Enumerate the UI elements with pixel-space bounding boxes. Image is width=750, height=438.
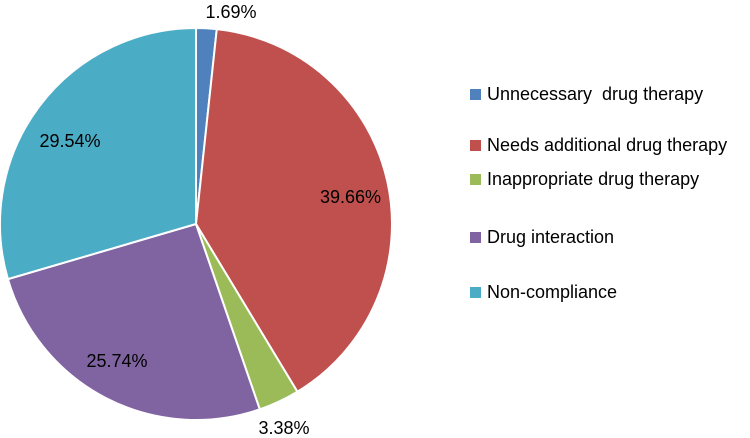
legend-label-needs-additional-drug-therapy: Needs additional drug therapy xyxy=(487,135,728,155)
data-label-needs-additional-drug-therapy: 39.66% xyxy=(320,187,381,207)
legend-label-drug-interaction: Drug interaction xyxy=(487,227,615,247)
legend-swatch-unnecessary-drug-therapy xyxy=(470,89,481,100)
pie-slice-non-compliance xyxy=(0,26,197,281)
legend-swatch-non-compliance xyxy=(470,287,481,298)
legend-item-unnecessary-drug-therapy: Unnecessary drug therapy xyxy=(470,82,745,106)
legend-item-drug-interaction: Drug interaction xyxy=(470,225,745,249)
legend-label-inappropriate-drug-therapy: Inappropriate drug therapy xyxy=(487,169,700,189)
data-label-unnecessary-drug-therapy: 1.69% xyxy=(205,2,256,22)
legend-swatch-drug-interaction xyxy=(470,232,481,243)
legend-label-unnecessary-drug-therapy: Unnecessary drug therapy xyxy=(487,84,704,104)
legend-swatch-inappropriate-drug-therapy xyxy=(470,174,481,185)
data-label-drug-interaction: 25.74% xyxy=(86,351,147,371)
legend-swatch-needs-additional-drug-therapy xyxy=(470,140,481,151)
legend-item-needs-additional-drug-therapy: Needs additional drug therapy xyxy=(470,133,745,157)
pie-slice-drug-interaction xyxy=(6,222,262,421)
legend-item-non-compliance: Non-compliance xyxy=(470,280,745,304)
pie-slice-needs-additional-drug-therapy xyxy=(194,28,393,394)
legend-label-non-compliance: Non-compliance xyxy=(487,282,618,302)
data-label-inappropriate-drug-therapy: 3.38% xyxy=(258,418,309,438)
data-label-non-compliance: 29.54% xyxy=(39,131,100,151)
chart-legend: Unnecessary drug therapy Needs additiona… xyxy=(470,82,745,304)
legend-item-inappropriate-drug-therapy: Inappropriate drug therapy xyxy=(470,167,745,191)
